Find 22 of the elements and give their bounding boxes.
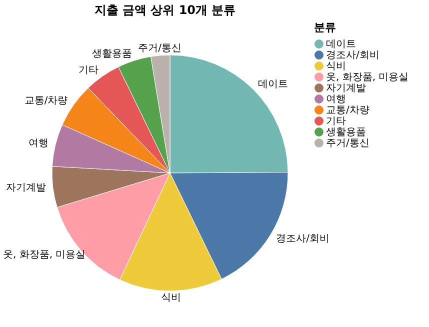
legend-label: 주거/통신 <box>326 136 370 150</box>
chart-title: 지출 금액 상위 10개 분류 <box>93 2 237 19</box>
slice-label: 생활용품 <box>92 48 132 60</box>
slice-label: 주거/통신 <box>138 42 182 54</box>
legend-label: 여행 <box>326 92 346 106</box>
legend-label: 자기계발 <box>326 82 366 94</box>
slice-label: 교통/차량 <box>24 96 68 107</box>
legend-label: 경조사/회비 <box>326 48 380 62</box>
legend-label: 데이트 <box>326 38 356 50</box>
slice-label: 식비 <box>160 292 181 304</box>
legend-title: 분류 <box>314 20 337 35</box>
slice-label: 여행 <box>28 138 49 149</box>
slice-label: 경조사/회비 <box>276 233 330 244</box>
legend-label: 생활용품 <box>326 126 366 138</box>
legend-label: 기타 <box>326 114 346 128</box>
slice-label: 옷, 화장품, 미용실 <box>3 249 86 260</box>
slice-label: 자기계발 <box>6 182 46 194</box>
slice-label: 기타 <box>78 65 98 76</box>
legend-label: 옷, 화장품, 미용실 <box>326 70 409 84</box>
slice-label: 데이트 <box>258 78 288 90</box>
legend-label: 식비 <box>326 60 346 72</box>
legend-label: 교통/차량 <box>326 104 370 116</box>
